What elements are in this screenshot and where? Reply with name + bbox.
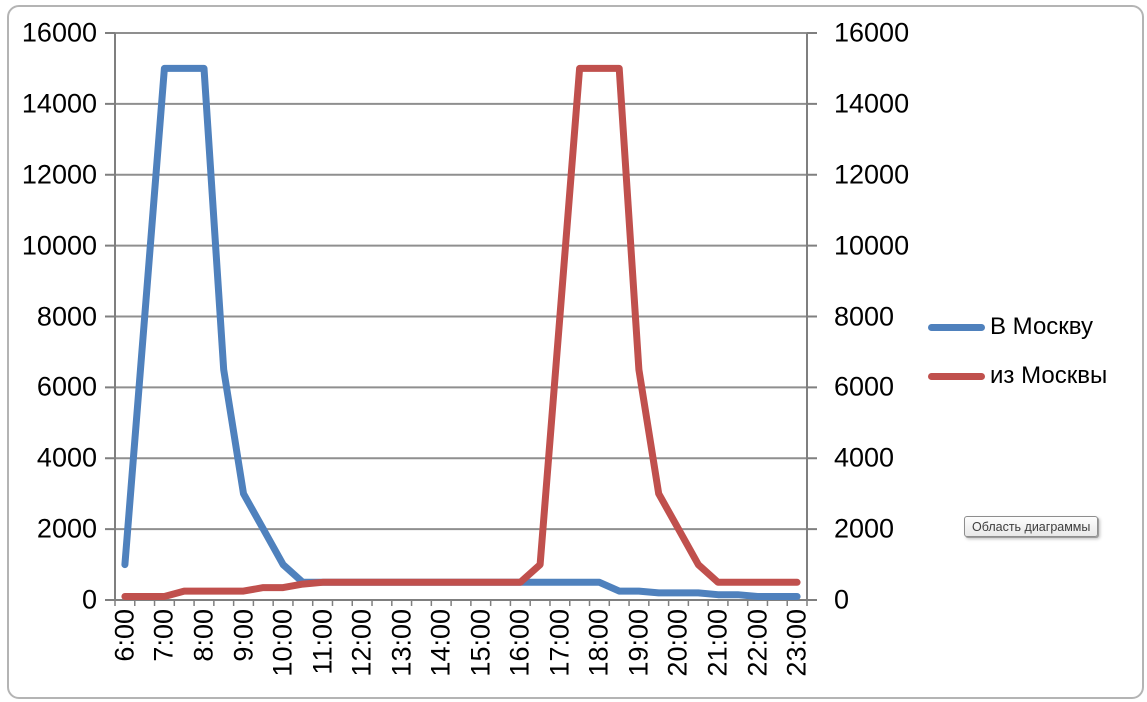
x-axis-label: 11:00 [307,609,338,675]
x-axis-label: 19:00 [623,609,654,677]
x-axis-label: 20:00 [662,609,693,677]
y-axis-label-left: 16000 [21,17,97,48]
x-axis-label: 23:00 [781,609,812,677]
x-axis-label: 22:00 [742,609,773,677]
tooltip-text: Область диаграммы [972,519,1091,534]
y-axis-label-right: 0 [834,584,850,615]
x-axis-label: 12:00 [346,609,377,677]
x-axis-label: 8:00 [188,609,219,662]
y-axis-label-right: 6000 [834,371,895,402]
y-axis-label-left: 4000 [36,442,97,473]
x-axis-label: 6:00 [109,609,140,662]
y-axis-label-right: 14000 [834,88,910,119]
y-axis-label-right: 10000 [834,230,910,261]
x-axis-label: 7:00 [148,609,179,662]
x-axis-label: 9:00 [228,609,258,662]
legend-item-to-moscow[interactable]: В Москву [928,312,1093,342]
y-axis-label-left: 8000 [36,301,97,331]
x-axis-label: 21:00 [702,609,733,677]
y-axis-label-right: 16000 [834,17,910,48]
y-axis-label-left: 0 [81,584,97,615]
legend-label: из Москвы [990,362,1108,389]
x-axis-label: 18:00 [583,609,614,677]
y-axis-label-right: 12000 [834,159,910,190]
legend-label: В Москву [990,313,1094,340]
y-axis-label-left: 10000 [21,230,97,261]
y-axis-label-right: 8000 [834,301,895,331]
y-axis-label-left: 12000 [21,159,97,190]
legend-line-swatch [928,372,985,380]
series-line-to-moscow[interactable] [121,64,801,600]
y-axis-label-left: 14000 [21,88,97,119]
x-axis-label: 17:00 [544,609,575,677]
x-axis-label: 10:00 [267,609,298,677]
y-axis-label-right: 4000 [834,442,895,473]
series-line-from-moscow[interactable] [121,64,801,600]
y-axis-label-left: 6000 [36,371,97,402]
y-axis-label-right: 2000 [834,513,895,544]
legend-line-swatch [928,323,985,331]
y-axis-label-left: 2000 [36,513,97,544]
x-axis-label: 16:00 [504,609,535,677]
x-axis-label: 14:00 [425,609,456,677]
legend-item-from-moscow[interactable]: из Москвы [928,361,1107,391]
x-axis-label: 13:00 [386,609,417,677]
x-axis-label: 15:00 [465,609,496,677]
chart-area-tooltip: Область диаграммы [964,516,1099,537]
